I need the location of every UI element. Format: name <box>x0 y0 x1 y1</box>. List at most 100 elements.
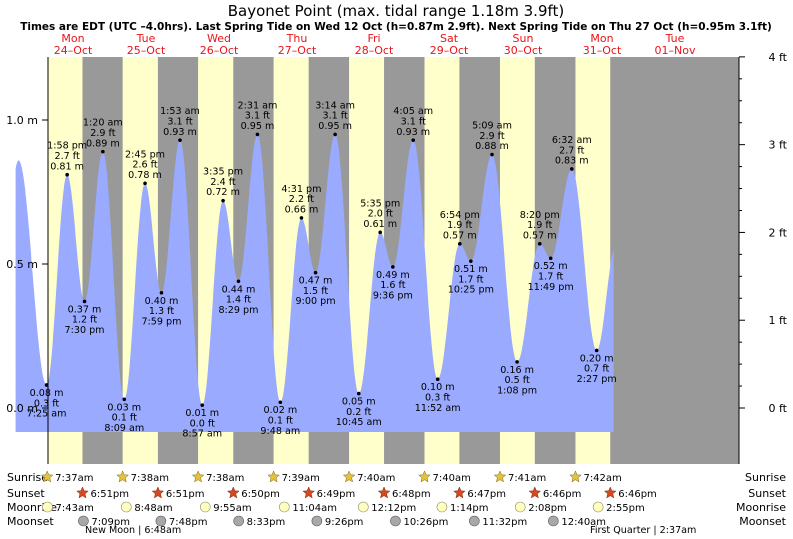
tide-label: 3:14 am <box>315 100 355 111</box>
tide-label: 7:25 am <box>27 409 67 420</box>
moonrise-icon <box>592 501 604 513</box>
high-tide-point: 1:53 am3.1 ft0.93 m <box>160 106 200 142</box>
moonrise-time: 11:04am <box>292 503 337 514</box>
sunset-icon <box>151 486 165 499</box>
tide-dot <box>255 132 260 137</box>
low-tide-point: 0.03 m0.1 ft8:09 am <box>104 397 144 434</box>
high-tide-point: 2:31 am3.1 ft0.95 m <box>238 100 277 137</box>
tide-label: 0.7 ft <box>584 364 610 375</box>
tide-label: 0.37 m <box>68 304 102 315</box>
moonset-time: 11:32pm <box>482 517 527 528</box>
moonset-event: 8:33pm <box>233 515 285 528</box>
sunset-time: 6:51pm <box>166 489 205 500</box>
moonset-time: 7:09pm <box>91 517 130 528</box>
tide-label: 0.1 ft <box>112 413 138 424</box>
tide-dot <box>313 270 318 275</box>
tide-dot <box>278 400 283 405</box>
moonset-time: 12:40am <box>561 517 606 528</box>
sunrise-event: 7:38am <box>191 470 244 484</box>
tide-dot <box>333 132 337 137</box>
tide-dot <box>457 242 462 246</box>
tide-label: 6:32 am <box>552 135 592 146</box>
low-tide-point: 0.47 m1.5 ft9:00 pm <box>296 270 336 307</box>
tide-label: 0.40 m <box>145 296 179 307</box>
moonset-event: 12:40am <box>548 515 606 528</box>
tide-label: 0.1 ft <box>268 416 294 427</box>
left-tick-label: 1.0 m <box>6 114 38 127</box>
low-tide-point: 0.02 m0.1 ft9:48 am <box>260 400 300 437</box>
sunrise-icon <box>493 470 507 483</box>
sunrise-event: 7:41am <box>493 470 546 484</box>
tide-label: 0.47 m <box>299 276 333 287</box>
moonset-icon <box>548 515 559 527</box>
low-tide-point: 0.37 m1.2 ft7:30 pm <box>65 299 105 336</box>
sunrise-time: 7:40am <box>357 473 395 484</box>
high-tide-point: 1:20 am2.9 ft0.89 m <box>83 118 123 154</box>
sunset-event: 6:46pm <box>603 486 657 500</box>
day-date: 26–Oct <box>200 44 239 57</box>
sunset-icon <box>377 486 391 499</box>
day-of-week: Thu <box>286 32 308 45</box>
sunrise-icon <box>116 470 130 483</box>
tide-points: 0.08 m0.3 ft7:25 am1:58 pm2.7 ft0.81 m0.… <box>27 100 617 439</box>
moonset-icon <box>233 515 244 527</box>
sunset-event: 6:49pm <box>302 486 355 500</box>
tide-label: 7:30 pm <box>65 325 105 336</box>
tide-dot <box>515 360 519 364</box>
tide-label: 2.7 ft <box>559 145 585 156</box>
tide-label: 0.2 ft <box>346 407 372 418</box>
tide-dot <box>82 299 87 304</box>
high-tide-point: 6:32 am2.7 ft0.83 m <box>552 135 592 171</box>
moonrise-icon <box>199 501 211 513</box>
sunset-event: 6:50pm <box>226 486 280 500</box>
tide-label: 0.93 m <box>163 127 197 138</box>
tide-label: 1.9 ft <box>527 220 553 231</box>
tide-label: 0.05 m <box>342 397 376 408</box>
tide-area <box>15 134 614 432</box>
tide-label: 3:35 pm <box>203 167 243 178</box>
right-tick-label: 2 ft <box>769 226 788 239</box>
low-tide-point: 0.44 m1.4 ft8:29 pm <box>218 279 258 316</box>
sunrise-time: 7:42am <box>583 473 621 484</box>
tide-label: 2.2 ft <box>289 194 315 205</box>
tide-label: 6:54 pm <box>440 210 480 221</box>
day-of-week: Mon <box>61 32 84 45</box>
tide-label: 2.7 ft <box>55 151 81 162</box>
tide-label: 3.1 ft <box>245 111 271 122</box>
tide-label: 3.1 ft <box>322 111 348 122</box>
tide-label: 2:45 pm <box>125 149 165 160</box>
tide-label: 0.02 m <box>263 405 297 416</box>
tide-label: 0.83 m <box>555 156 589 167</box>
left-tick-label: 0.0 m <box>6 402 38 415</box>
tide-label: 0.3 ft <box>425 393 451 404</box>
day-of-week: Sun <box>513 32 534 45</box>
chart-title: Bayonet Point (max. tidal range 1.18m 3.… <box>228 2 564 20</box>
tide-dot <box>537 242 542 246</box>
high-tide-point: 5:09 am2.9 ft0.88 m <box>472 121 512 157</box>
tide-label: 1:20 am <box>83 118 123 129</box>
left-tick-label: 0.5 m <box>6 258 38 271</box>
moonset-event: 10:26pm <box>390 515 448 528</box>
day-of-week: Sat <box>440 32 459 45</box>
day-date: 30–Oct <box>504 44 543 57</box>
high-tide-point: 2:45 pm2.6 ft0.78 m <box>125 149 165 186</box>
row-label-right-sunrise: Sunrise <box>745 471 786 484</box>
sunset-event: 6:48pm <box>377 486 431 500</box>
sunrise-time: 7:38am <box>131 473 169 484</box>
day-of-week: Tue <box>136 32 156 45</box>
day-headers: Mon24–OctTue25–OctWed26–OctThu27–OctFri2… <box>54 32 696 57</box>
day-date: 01–Nov <box>655 44 696 57</box>
sunrise-time: 7:39am <box>282 473 320 484</box>
tide-label: 4:05 am <box>393 106 433 117</box>
tide-label: 0.5 ft <box>504 375 530 386</box>
sunset-icon <box>302 486 316 499</box>
moon-phase-label: New Moon | 6:48am <box>85 525 181 536</box>
tide-label: 7:59 pm <box>141 316 181 327</box>
sunrise-icon <box>267 470 280 483</box>
day-of-week: Tue <box>665 32 685 45</box>
